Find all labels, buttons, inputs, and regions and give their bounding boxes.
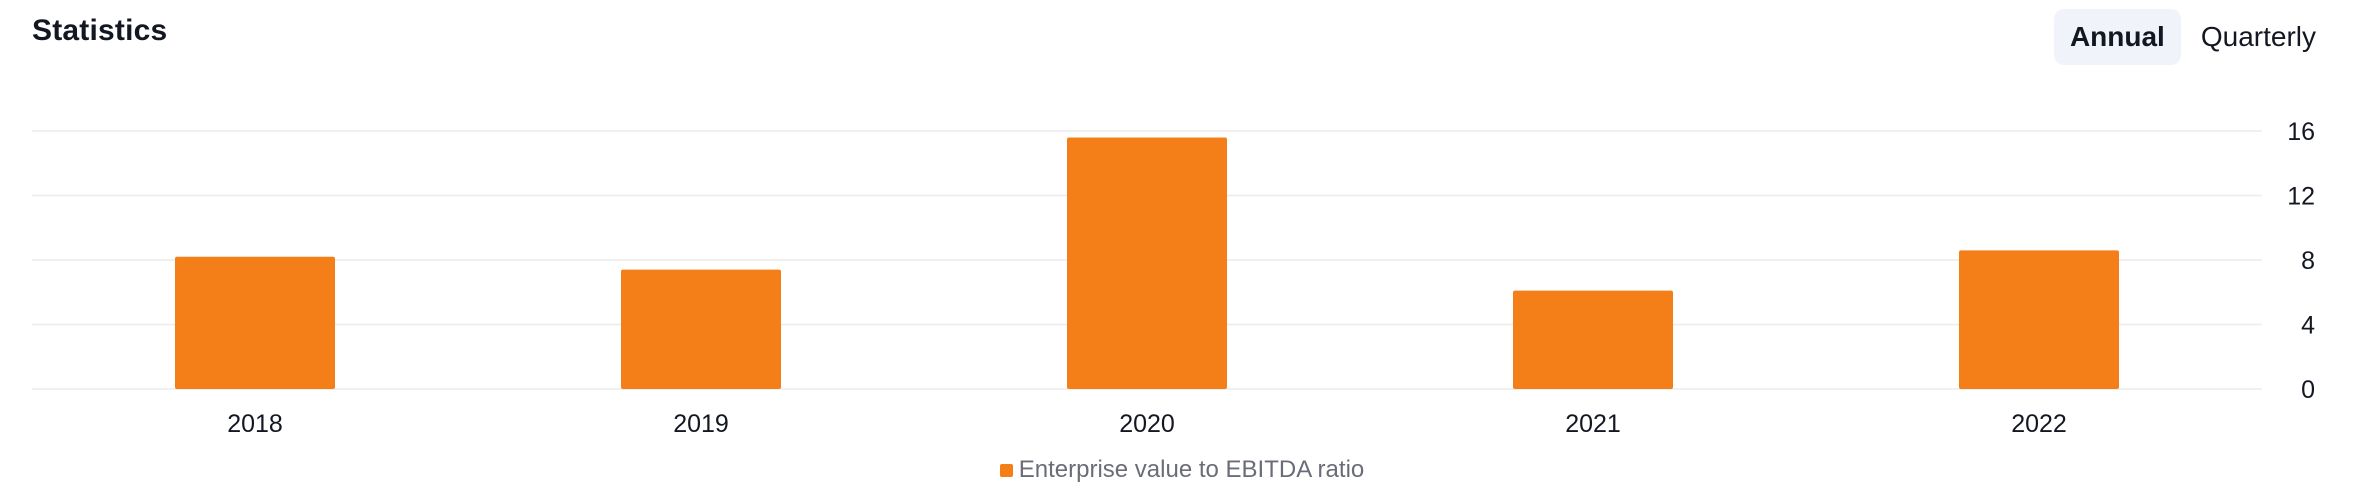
period-toggle: Annual Quarterly xyxy=(2053,9,2332,65)
bar[interactable] xyxy=(175,256,335,389)
x-tick-label: 2020 xyxy=(1119,410,1175,438)
legend-swatch xyxy=(999,463,1013,477)
bar-chart: 2018 2019 2020 2021 2022 0 4 8 12 16 xyxy=(32,118,2315,438)
y-tick-label: 12 xyxy=(2287,183,2315,211)
bar[interactable] xyxy=(1067,137,1227,389)
y-tick-label: 16 xyxy=(2287,118,2315,146)
x-tick-label: 2019 xyxy=(673,410,729,438)
x-axis-labels: 2018 2019 2020 2021 2022 xyxy=(227,410,2067,438)
x-tick-label: 2021 xyxy=(1565,410,1621,438)
y-tick-label: 8 xyxy=(2301,247,2315,275)
y-tick-label: 4 xyxy=(2301,312,2315,340)
x-tick-label: 2022 xyxy=(2011,410,2067,438)
page-title: Statistics xyxy=(32,14,168,47)
y-tick-label: 0 xyxy=(2301,376,2315,404)
bar[interactable] xyxy=(1959,250,2119,389)
bar[interactable] xyxy=(621,269,781,389)
annual-tab[interactable]: Annual xyxy=(2053,9,2181,65)
quarterly-tab[interactable]: Quarterly xyxy=(2200,21,2316,52)
legend: Enterprise value to EBITDA ratio xyxy=(0,456,2364,484)
legend-label: Enterprise value to EBITDA ratio xyxy=(1018,456,1365,483)
y-axis-labels: 0 4 8 12 16 xyxy=(2287,118,2315,404)
bar[interactable] xyxy=(1513,290,1673,389)
bars xyxy=(175,137,2119,389)
x-tick-label: 2018 xyxy=(227,410,283,438)
